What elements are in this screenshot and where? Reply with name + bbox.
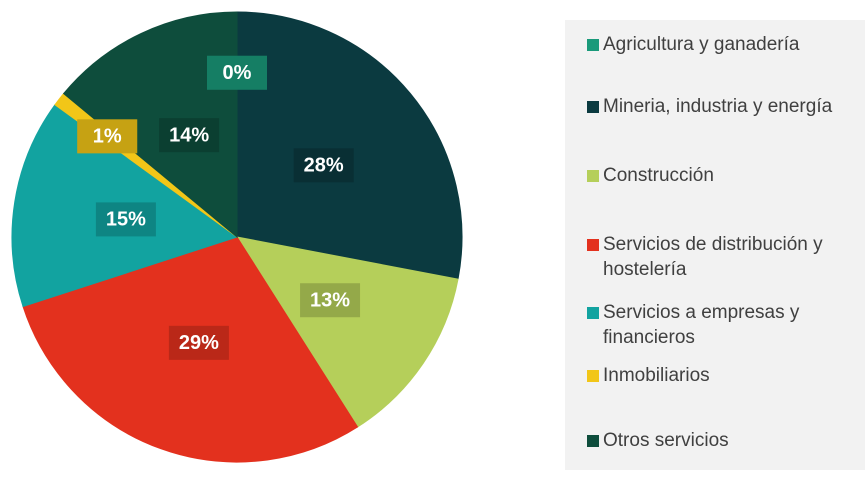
data-label-box (159, 118, 220, 153)
legend-item: Inmobiliarios (587, 363, 865, 388)
data-label-shade (95, 202, 156, 237)
data-label-shade (77, 119, 138, 154)
data-label-shade (159, 118, 220, 153)
data-label-box (293, 148, 354, 183)
legend-label: Otros servicios (603, 430, 729, 451)
data-label-box (300, 283, 361, 318)
data-label: 14% (169, 124, 209, 146)
data-label-shade (293, 148, 354, 183)
legend-item: Agricultura y ganadería (587, 32, 865, 57)
legend-label: Inmobiliarios (603, 365, 710, 386)
data-label: 1% (93, 126, 122, 148)
data-label-shade (300, 283, 361, 318)
legend-label: Agricultura y ganadería (603, 34, 800, 55)
legend-swatch (587, 370, 599, 382)
pie-slice (236, 11, 463, 280)
data-label-group: 1% (77, 119, 138, 154)
data-label-group: 29% (168, 325, 229, 360)
data-label-box (95, 202, 156, 237)
data-label: 28% (304, 155, 344, 177)
legend-item: Servicios a empresas y financieros (587, 300, 865, 350)
legend-label: Servicios a empresas y financieros (603, 302, 800, 348)
data-label-box (77, 119, 138, 154)
legend-swatch (587, 307, 599, 319)
legend-item: Mineria, industria y energía (587, 94, 865, 119)
data-label: 29% (179, 332, 219, 354)
data-label-shade (168, 325, 229, 360)
data-label-box (207, 55, 267, 90)
pie-area: 0% 28% 13% 29% 15% 1% 14% (11, 11, 463, 463)
data-label-group: 15% (95, 202, 156, 237)
data-label: 15% (106, 209, 146, 231)
legend-item: Construcción (587, 163, 865, 188)
legend-item: Servicios de distribución y hostelería (587, 232, 865, 282)
legend-swatch (587, 170, 599, 182)
data-label-group: 13% (300, 283, 361, 318)
legend: Agricultura y ganadería Mineria, industri… (565, 20, 865, 470)
legend-label: Construcción (603, 165, 714, 186)
legend-swatch (587, 39, 599, 51)
legend-item: Otros servicios (587, 428, 865, 453)
legend-swatch (587, 101, 599, 113)
legend-label: Mineria, industria y energía (603, 96, 833, 117)
pie-slice (62, 11, 238, 239)
data-label-shade (207, 55, 267, 90)
data-label-group: 28% (293, 148, 354, 183)
data-label-group: 0% (207, 55, 267, 90)
data-label-box (168, 325, 229, 360)
legend-swatch (587, 239, 599, 251)
pie-slice (235, 236, 459, 428)
data-label-group: 14% (159, 118, 220, 153)
data-label: 0% (223, 62, 252, 84)
legend-swatch (587, 435, 599, 447)
data-label: 13% (310, 290, 350, 312)
legend-label: Servicios de distribución y hostelería (603, 234, 823, 280)
